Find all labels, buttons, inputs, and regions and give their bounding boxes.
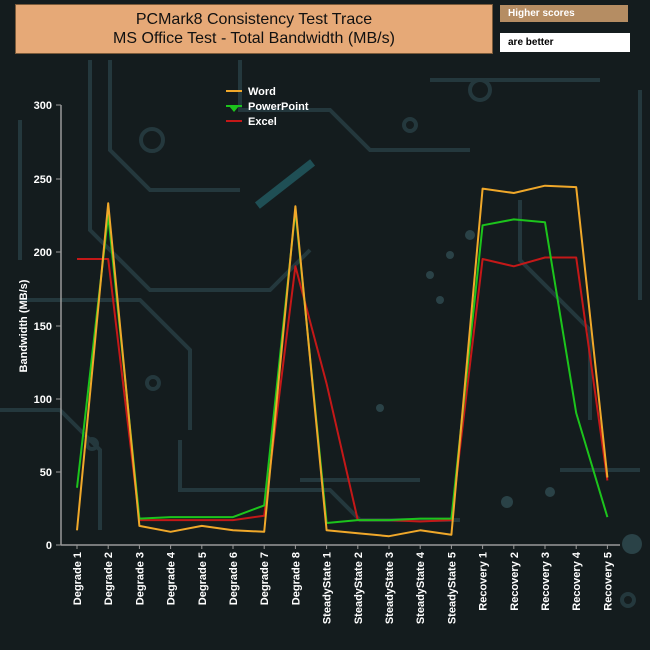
- chart-title: PCMark8 Consistency Test Trace: [135, 11, 373, 28]
- series-line-powerpoint: [76, 209, 609, 524]
- legend-label-excel: Excel: [248, 116, 277, 128]
- x-tick-label: Degrade 7: [259, 552, 271, 605]
- y-tick-label: 100: [34, 394, 52, 406]
- x-tick-labels: Degrade 1 Degrade 2 Degrade 3 Degrade 4 Degr…: [72, 545, 614, 624]
- circuit-dots: [376, 230, 642, 554]
- x-tick-label: SteadyState 3: [384, 552, 396, 624]
- higher-scores-badge: Higher scores: [500, 5, 628, 22]
- chart-subtitle: MS Office Test - Total Bandwidth (MB/s): [113, 30, 395, 47]
- legend: Word PowerPoint Excel: [226, 86, 309, 128]
- x-tick-label: Recovery 4: [571, 551, 583, 611]
- x-tick-label: Recovery 3: [540, 552, 552, 611]
- chart-title-box: PCMark8 Consistency Test Trace MS Office…: [15, 4, 493, 54]
- x-tick-label: Degrade 8: [290, 552, 302, 605]
- y-tick-label: 200: [34, 247, 52, 259]
- legend-marker-powerpoint: [229, 106, 239, 112]
- x-tick-label: SteadyState 2: [353, 552, 365, 624]
- x-tick-label: Degrade 6: [228, 552, 240, 605]
- x-tick-label: SteadyState 1: [322, 552, 334, 624]
- legend-label-word: Word: [248, 86, 276, 98]
- legend-label-powerpoint: PowerPoint: [248, 101, 309, 113]
- are-better-badge: are better: [500, 33, 630, 52]
- y-axis: 0 50 100 150 200 250 300 Bandwidth (MB/s…: [18, 100, 62, 552]
- x-tick-label: Recovery 2: [509, 552, 521, 611]
- y-tick-label: 0: [46, 540, 52, 552]
- series-lines: [76, 184, 609, 538]
- circuit-trace-bar: [254, 159, 316, 209]
- y-tick-label: 300: [34, 100, 52, 112]
- x-tick-label: Recovery 5: [602, 552, 614, 611]
- x-tick-label: Degrade 4: [166, 551, 178, 605]
- series-line-excel: [77, 256, 609, 523]
- y-tick-label: 250: [34, 174, 52, 186]
- x-tick-label: Recovery 1: [478, 552, 490, 611]
- y-tick-label: 50: [40, 467, 52, 479]
- x-tick-label: Degrade 5: [197, 552, 209, 605]
- x-tick-label: SteadyState 4: [415, 551, 427, 624]
- x-tick-label: Degrade 1: [72, 552, 84, 605]
- x-tick-label: Degrade 2: [103, 552, 115, 605]
- y-axis-label: Bandwidth (MB/s): [18, 279, 30, 372]
- x-tick-label: Degrade 3: [134, 552, 146, 605]
- x-tick-label: SteadyState 5: [446, 552, 458, 624]
- circuit-background: [0, 60, 642, 608]
- y-tick-label: 150: [34, 321, 52, 333]
- series-line-word: [76, 184, 609, 538]
